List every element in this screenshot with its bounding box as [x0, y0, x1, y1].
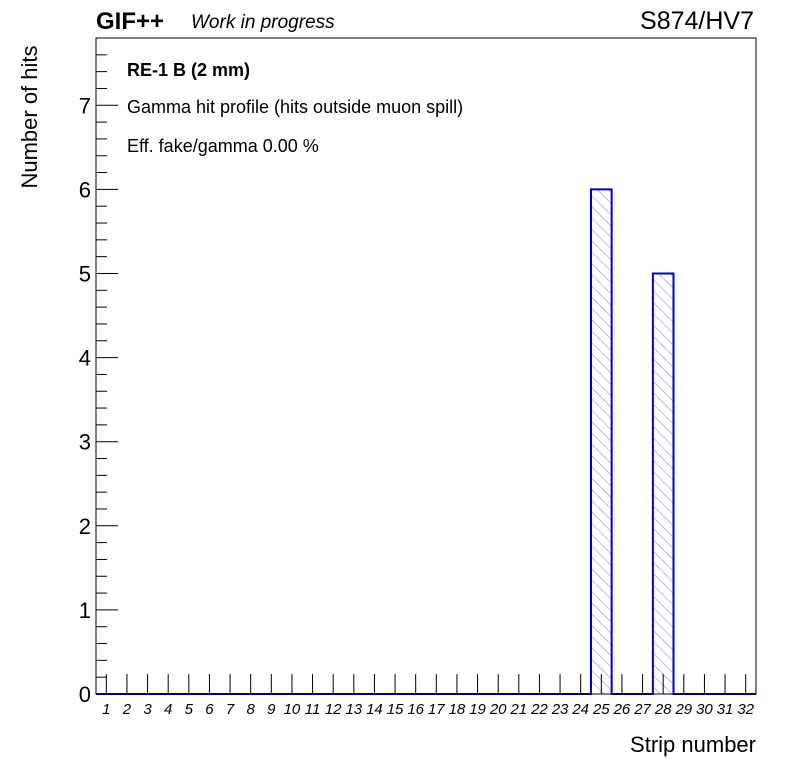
profile-description: Gamma hit profile (hits outside muon spi… [127, 97, 464, 117]
run-label: S874/HV7 [640, 7, 754, 35]
x-tick-label: 24 [571, 701, 589, 718]
x-tick-label: 31 [717, 701, 734, 718]
x-tick-label: 6 [205, 701, 214, 718]
status-note: Work in progress [191, 12, 335, 33]
x-tick-label: 12 [325, 701, 342, 718]
x-tick-label: 2 [122, 701, 132, 718]
x-tick-label: 26 [613, 701, 631, 718]
x-tick-label: 9 [267, 701, 276, 718]
x-tick-label: 16 [407, 701, 424, 718]
y-tick-label: 6 [79, 177, 91, 202]
x-tick-label: 3 [143, 701, 152, 718]
x-tick-label: 22 [530, 701, 548, 718]
x-tick-label: 29 [674, 701, 692, 718]
x-tick-label: 28 [654, 701, 672, 718]
x-tick-label: 15 [387, 701, 404, 718]
x-tick-label: 14 [366, 701, 383, 718]
x-tick-label: 4 [164, 701, 172, 718]
y-tick-label: 3 [79, 430, 91, 455]
x-tick-label: 13 [345, 701, 362, 718]
y-tick-label: 7 [79, 93, 91, 118]
x-tick-label: 25 [592, 701, 610, 718]
x-tick-label: 18 [449, 701, 466, 718]
x-tick-label: 10 [284, 701, 301, 718]
y-axis-label: Number of hits [17, 45, 42, 189]
x-tick-label: 27 [633, 701, 651, 718]
x-tick-label: 1 [102, 701, 110, 718]
x-tick-label: 32 [737, 701, 754, 718]
x-tick-label: 17 [428, 701, 445, 718]
x-tick-label: 19 [469, 701, 486, 718]
x-tick-label: 20 [489, 701, 507, 718]
y-tick-label: 1 [79, 598, 91, 623]
x-tick-label: 11 [305, 701, 321, 718]
x-tick-label: 21 [509, 701, 527, 718]
bar-strip-28 [652, 273, 674, 694]
experiment-brand: GIF++ [96, 8, 165, 35]
x-tick-label: 8 [247, 701, 256, 718]
y-tick-label: 4 [79, 346, 91, 371]
plot-frame [95, 37, 757, 695]
x-axis-label: Strip number [630, 732, 756, 757]
x-tick-label: 23 [551, 701, 569, 718]
x-tick-label: 7 [226, 701, 235, 718]
chamber-label: RE-1 B (2 mm) [127, 60, 251, 80]
y-tick-label: 0 [79, 682, 91, 707]
x-tick-label: 5 [185, 701, 194, 718]
bar-strip-25 [591, 189, 612, 694]
y-tick-label: 2 [79, 514, 91, 539]
efficiency-note: Eff. fake/gamma 0.00 % [127, 136, 319, 156]
y-tick-label: 5 [79, 261, 91, 286]
x-tick-label: 30 [696, 701, 713, 718]
